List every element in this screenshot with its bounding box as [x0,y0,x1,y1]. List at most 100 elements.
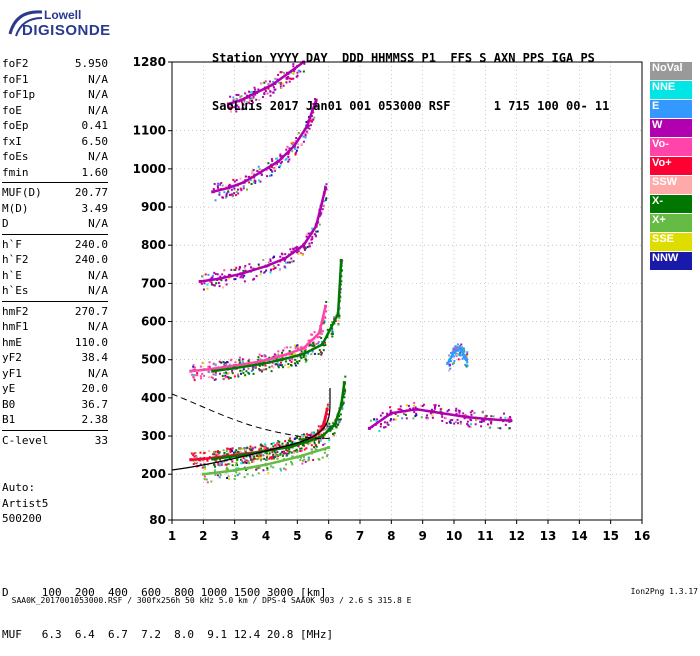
echo-speckle [244,458,247,461]
echo-speckle [255,458,258,461]
echo-speckle [235,467,238,470]
echo-speckle [300,447,303,450]
echo-speckle [225,192,228,195]
echo-speckle [288,359,291,362]
x-tick-label: 3 [230,529,238,543]
echo-speckle [296,251,299,254]
echo-speckle [293,438,296,441]
echo-speckle [294,147,297,150]
echo-speckle [203,282,206,285]
trace-point [367,426,371,430]
echo-speckle [238,361,241,364]
echo-speckle [242,456,245,459]
logo-lowell-text: Lowell [44,8,82,22]
echo-speckle [458,352,461,355]
echo-speckle [257,358,260,361]
echo-speckle [268,457,271,460]
trace-point [242,453,246,457]
echo-speckle [316,336,319,339]
echo-speckle [303,444,306,447]
trace-point [342,381,346,385]
trace-point [286,71,290,75]
echo-speckle [243,100,246,103]
echo-speckle [259,444,262,447]
echo-speckle [323,442,326,445]
echo-speckle [262,445,265,448]
trace-point [280,354,284,358]
trace-point [314,98,318,102]
echo-speckle [227,372,230,375]
echo-speckle [319,427,322,430]
echo-speckle [282,349,285,352]
echo-speckle [338,315,341,318]
echo-speckle [201,372,204,375]
echo-speckle [212,451,215,454]
echo-speckle [218,183,221,186]
echo-speckle [207,376,210,379]
echo-speckle [299,447,302,450]
echo-speckle [324,344,327,347]
echo-speckle [480,425,483,428]
echo-speckle [226,361,229,364]
echo-speckle [257,263,260,266]
param-value: N/A [88,103,108,117]
trace-point [289,445,293,449]
echo-speckle [461,347,464,350]
echo-speckle [234,278,237,281]
echo-speckle [313,442,316,445]
legend-item-xplus: X+ [650,214,692,232]
echo-speckle [311,237,314,240]
echo-speckle [481,419,484,422]
echo-speckle [265,452,268,455]
echo-speckle [254,88,257,91]
echo-speckle [278,166,281,169]
echo-speckle [396,414,399,417]
echo-speckle [279,164,282,167]
echo-speckle [213,469,216,472]
echo-speckle [229,95,232,98]
echo-speckle [304,350,307,353]
echo-speckle [340,280,343,283]
param-value: 20.77 [74,186,108,199]
echo-speckle [490,415,493,418]
trace-point [302,352,306,356]
echo-speckle [239,448,242,451]
echo-speckle [192,365,195,368]
echo-speckle [317,433,320,436]
trace-point [324,304,328,308]
trace-point [465,358,469,362]
echo-speckle [320,212,323,215]
echo-speckle [334,320,337,323]
echo-speckle [228,448,231,451]
echo-speckle [229,450,232,453]
echo-speckle [212,284,215,287]
legend-item-e: E [650,100,692,118]
echo-speckle [238,359,241,362]
trace-point [189,458,193,462]
echo-speckle [292,65,295,68]
echo-speckle [193,379,196,382]
echo-speckle [236,464,239,467]
param-value: 240.0 [74,253,108,266]
echo-speckle [255,275,258,278]
echo-speckle [239,96,242,99]
echo-speckle [275,454,278,457]
echo-speckle [221,461,224,464]
param-key: fmin [2,165,29,179]
echo-speckle [284,364,287,367]
trace-point [211,369,215,373]
echo-speckle [255,98,258,101]
echo-speckle [257,88,260,91]
echo-speckle [236,474,239,477]
echo-speckle [286,261,289,264]
echo-speckle [301,459,304,462]
param-value: 20.0 [81,382,109,395]
echo-speckle [249,445,252,448]
param-key: h`F2 [2,253,29,266]
echo-speckle [313,352,316,355]
echo-speckle [232,451,235,454]
trace-point [258,362,262,366]
echo-speckle [312,118,315,121]
echo-speckle [292,260,295,263]
echo-speckle [376,418,379,421]
